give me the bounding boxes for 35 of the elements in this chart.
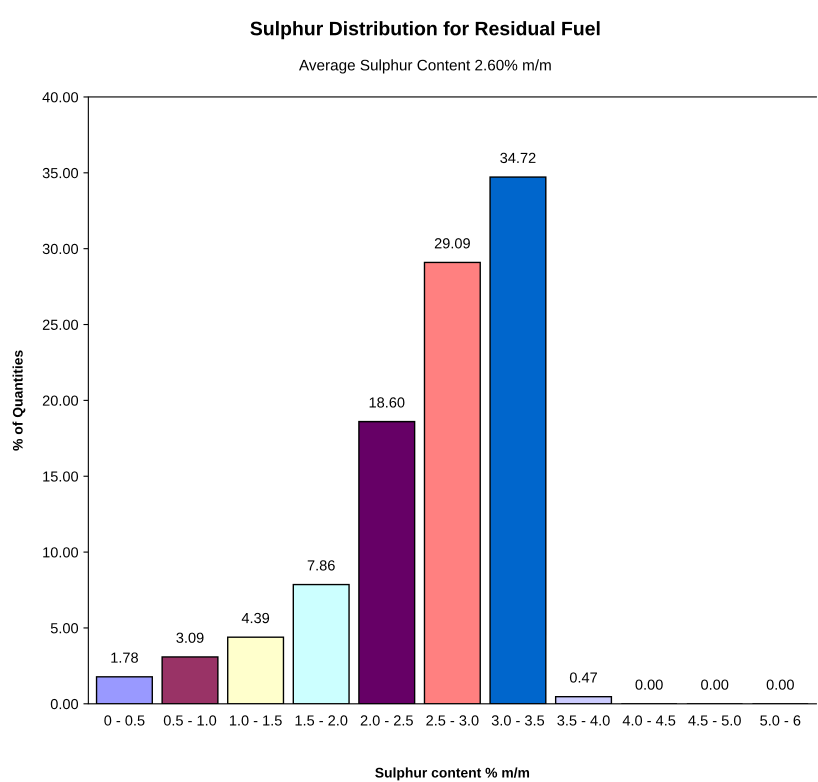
y-tick-label: 10.00 <box>43 547 78 558</box>
y-tick-label: 25.00 <box>42 320 78 330</box>
data-label: 29.09 <box>434 238 470 248</box>
x-tick-label: 5.0 - 6 <box>760 715 800 726</box>
x-tick-label: 3.0 - 3.5 <box>492 715 544 726</box>
y-tick-label: 40.00 <box>42 92 78 102</box>
y-axis-title: % of Quantities <box>12 350 26 451</box>
x-tick-label: 0.5 - 1.0 <box>164 715 216 726</box>
data-label: 0.00 <box>766 679 794 690</box>
data-label: 7.86 <box>308 560 335 571</box>
x-tick-label: 3.5 - 4.0 <box>557 715 610 726</box>
x-tick-label: 4.5 - 5.0 <box>688 715 741 726</box>
y-tick-label: 5.00 <box>50 623 78 634</box>
data-label: 0.47 <box>570 672 597 683</box>
x-tick-label: 2.0 - 2.5 <box>360 715 413 726</box>
data-label: 18.60 <box>370 397 404 408</box>
chart-title: Sulphur Distribution for Residual Fuel <box>250 21 600 40</box>
chart-subtitle: Average Sulphur Content 2.60% m/m <box>299 59 551 74</box>
data-label: 3.09 <box>176 632 204 643</box>
data-label: 34.72 <box>500 152 536 164</box>
y-tick-label: 15.00 <box>43 471 78 482</box>
y-tick-label: 20.00 <box>42 395 78 406</box>
x-tick-label: 0 - 0.5 <box>104 715 144 726</box>
data-label: 1.78 <box>111 652 138 663</box>
data-label: 4.39 <box>242 612 270 624</box>
x-tick-label: 1.0 - 1.5 <box>230 715 282 726</box>
x-axis-title: Sulphur content % m/m <box>375 767 530 780</box>
x-tick-label: 4.0 - 4.5 <box>622 715 676 726</box>
y-tick-label: 35.00 <box>42 168 78 178</box>
y-tick-label: 30.00 <box>42 244 78 254</box>
x-tick-label: 1.5 - 2.0 <box>296 715 348 726</box>
x-tick-label: 2.5 - 3.0 <box>426 715 479 726</box>
data-label: 0.00 <box>701 679 728 690</box>
y-tick-label: 0.00 <box>50 698 78 710</box>
data-label: 0.00 <box>635 679 663 690</box>
